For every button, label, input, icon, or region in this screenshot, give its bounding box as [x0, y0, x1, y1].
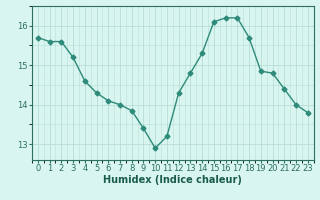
X-axis label: Humidex (Indice chaleur): Humidex (Indice chaleur) — [103, 175, 242, 185]
